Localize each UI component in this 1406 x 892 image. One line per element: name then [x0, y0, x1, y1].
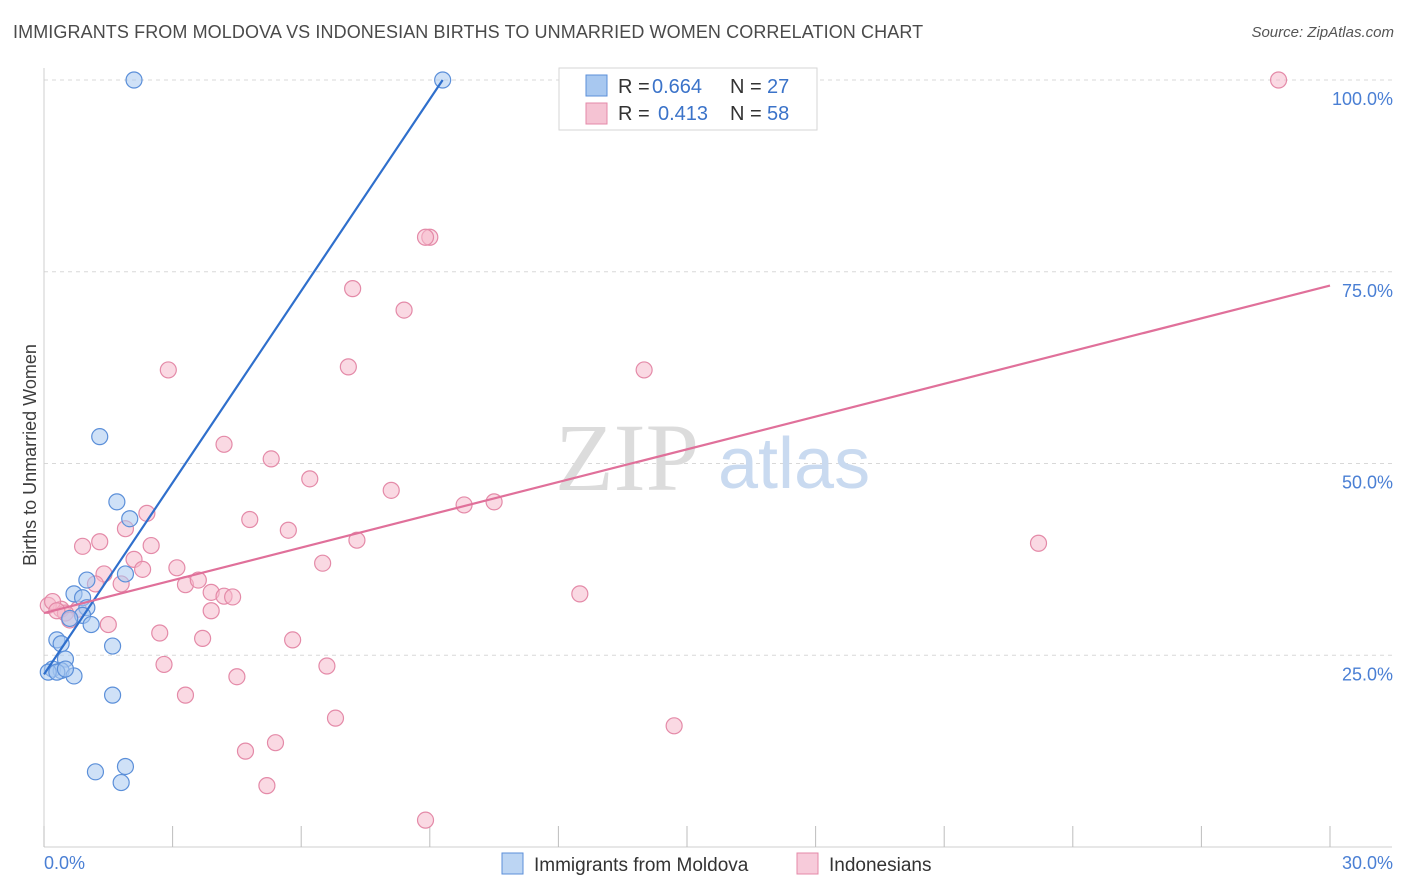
moldova-point-6	[78, 571, 96, 589]
indonesians-point-30	[189, 571, 207, 589]
indonesians-point-52	[266, 734, 285, 752]
indonesians-point-54	[258, 777, 276, 795]
y-tick-label-100: 100.0%	[1332, 89, 1393, 109]
watermark-zip: ZIP	[555, 404, 699, 511]
trend-lines	[43, 79, 1331, 676]
moldova-point-24	[112, 773, 130, 792]
chart-title: IMMIGRANTS FROM MOLDOVA VS INDONESIAN BI…	[13, 22, 924, 42]
indonesians-point-3	[344, 280, 362, 298]
indonesians-point-43	[151, 624, 169, 642]
y-tick-label-50: 50.0%	[1342, 473, 1393, 493]
indonesians-point-44	[194, 629, 212, 647]
indonesians-point-46	[155, 655, 173, 674]
legend-n-value-1: 27	[767, 76, 789, 98]
source-label: Source: ZipAtlas.com	[1251, 24, 1394, 41]
bottom-legend-swatch-indonesians	[796, 852, 819, 875]
moldova-trend-line	[43, 79, 444, 676]
indonesians-point-40	[202, 602, 220, 620]
y-tick-label-25: 25.0%	[1342, 664, 1393, 684]
indonesians-point-35	[571, 585, 589, 603]
y-tick-label-75: 75.0%	[1342, 281, 1393, 301]
legend-r-value-2: 0.413	[658, 103, 708, 125]
legend-r-label-2: R =	[618, 103, 650, 125]
indonesians-point-51	[665, 717, 683, 735]
moldova-point-5	[116, 565, 135, 583]
moldova-point-2	[91, 428, 109, 446]
indonesians-point-55	[416, 811, 435, 829]
indonesians-point-47	[318, 657, 336, 675]
indonesians-trend-line	[43, 284, 1331, 615]
indonesians-point-11	[382, 481, 400, 499]
legend-n-value-2: 58	[767, 103, 789, 125]
bottom-legend-moldova: Immigrants from Moldova	[534, 855, 749, 876]
indonesians-point-22	[1029, 534, 1048, 552]
legend-r-value-1: 0.664	[652, 76, 702, 98]
bottom-legend-swatch-moldova	[501, 852, 524, 875]
indonesians-point-48	[228, 668, 246, 686]
moldova-point-3	[108, 493, 126, 511]
moldova-point-15	[103, 637, 122, 655]
indonesians-point-49	[176, 686, 195, 704]
indonesians-point-24	[314, 554, 332, 572]
indonesians-point-45	[284, 631, 302, 649]
bottom-legend: Immigrants from Moldova Indonesians	[501, 852, 931, 876]
moldova-point-22	[103, 686, 122, 704]
indonesians-point-25	[168, 559, 186, 577]
indonesians-point-2	[416, 228, 435, 246]
watermark: ZIP atlas	[555, 404, 870, 511]
y-axis-label: Births to Unmarried Women	[20, 344, 40, 566]
indonesians-point-53	[236, 742, 255, 760]
gridlines	[44, 79, 1392, 656]
indonesians-point-7	[635, 361, 653, 379]
top-legend: R = 0.664 N = 27 R = 0.413 N = 58	[558, 67, 818, 131]
indonesians-point-42	[99, 615, 117, 634]
legend-swatch-moldova	[585, 74, 608, 97]
axes: 25.0% 50.0% 75.0% 100.0% 0.0% 30.0%	[43, 68, 1393, 873]
indonesians-point-26	[133, 560, 152, 578]
indonesians-point-34	[224, 588, 242, 606]
indonesians-point-17	[279, 521, 297, 539]
moldova-point-0	[125, 71, 143, 89]
indonesians-point-10	[301, 470, 319, 488]
indonesians-point-9	[262, 450, 280, 468]
watermark-atlas: atlas	[718, 424, 870, 504]
legend-n-label-1: N =	[730, 76, 762, 98]
indonesians-point-8	[215, 435, 233, 453]
moldova-point-25	[116, 757, 135, 776]
moldova-point-11	[61, 609, 79, 628]
indonesians-point-15	[241, 510, 259, 529]
moldova-point-4	[121, 510, 139, 528]
bottom-legend-indonesians: Indonesians	[829, 855, 931, 876]
indonesians-point-0	[1269, 71, 1288, 89]
indonesians-point-50	[326, 709, 345, 727]
moldova-point-12	[82, 615, 100, 634]
moldova-point-26	[56, 660, 75, 678]
legend-swatch-indonesians	[585, 102, 608, 125]
legend-r-label-1: R =	[618, 76, 650, 98]
indonesians-point-6	[339, 358, 357, 376]
indonesians-point-19	[91, 533, 109, 551]
x-tick-label-min: 0.0%	[44, 853, 85, 873]
indonesians-point-18	[348, 531, 366, 549]
moldova-point-23	[86, 763, 105, 781]
x-tick-label-max: 30.0%	[1342, 853, 1393, 873]
indonesians-point-5	[159, 361, 177, 379]
legend-n-label-2: N =	[730, 103, 762, 125]
indonesians-point-4	[395, 301, 413, 319]
indonesians-point-20	[142, 536, 160, 555]
moldova-points	[39, 71, 452, 792]
indonesians-point-21	[73, 537, 92, 555]
